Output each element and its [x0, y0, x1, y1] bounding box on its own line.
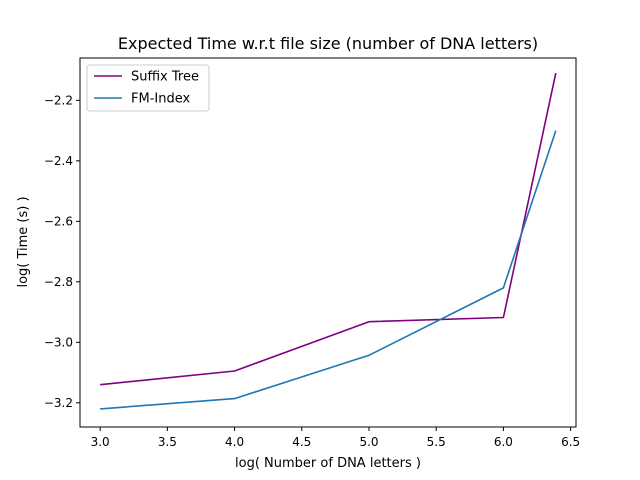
- y-axis-label: log( Time (s) ): [16, 196, 31, 287]
- legend-label: Suffix Tree: [131, 70, 199, 85]
- legend: Suffix Tree FM-Index: [86, 64, 210, 112]
- y-tick-label: −2.8: [44, 275, 73, 289]
- y-tick-label: −3.2: [44, 396, 73, 410]
- y-tick-label: −2.2: [44, 93, 73, 107]
- x-tick-label: 3.0: [91, 435, 110, 449]
- x-tick-label: 6.0: [494, 435, 513, 449]
- x-axis-label: log( Number of DNA letters ): [235, 456, 421, 471]
- y-tick-label: −2.4: [44, 154, 73, 168]
- x-tick-label: 4.0: [225, 435, 244, 449]
- x-tick-label: 5.0: [359, 435, 378, 449]
- y-axis-ticks: −3.2 −3.0 −2.8 −2.6 −2.4 −2.2: [44, 93, 80, 410]
- x-tick-label: 3.5: [158, 435, 177, 449]
- x-tick-label: 5.5: [427, 435, 446, 449]
- x-axis-ticks: 3.0 3.5 4.0 4.5 5.0 5.5 6.0 6.5: [91, 427, 580, 449]
- y-tick-label: −3.0: [44, 335, 73, 349]
- x-tick-label: 6.5: [561, 435, 580, 449]
- series-lines: [100, 72, 557, 410]
- axes-frame: [79, 57, 577, 428]
- legend-label: FM-Index: [131, 92, 190, 107]
- x-tick-label: 4.5: [292, 435, 311, 449]
- chart-title: Expected Time w.r.t file size (number of…: [118, 34, 538, 53]
- y-tick-label: −2.6: [44, 214, 73, 228]
- series-line-fm-index: [100, 130, 557, 410]
